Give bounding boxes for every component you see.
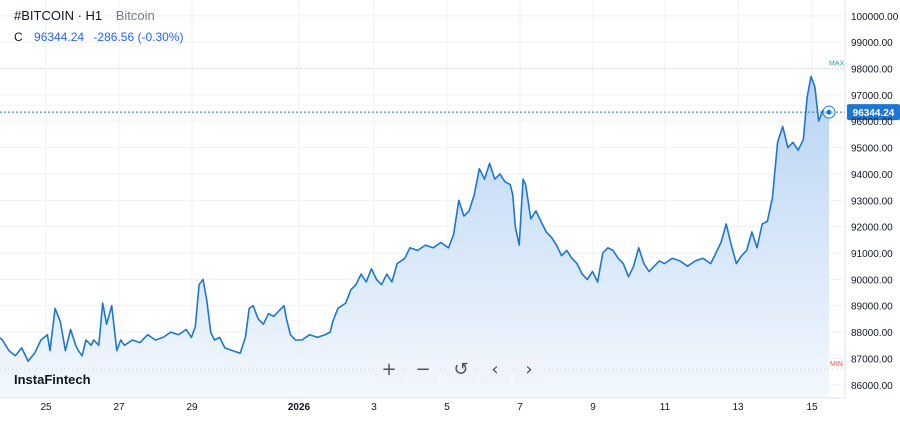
y-tick-label: 88000.00 (851, 328, 893, 339)
max-label: MAX (829, 61, 845, 68)
x-tick-label: 11 (660, 402, 671, 413)
y-tick-label: 100000.00 (851, 12, 899, 23)
y-tick-label: 89000.00 (851, 302, 893, 313)
chart-toolbar: + − ↺ ‹ › (374, 354, 544, 386)
ohlc-line: C 96344.24 -286.56 (-0.30%) (14, 30, 183, 44)
y-tick-label: 90000.00 (851, 275, 893, 286)
symbol-description: Bitcoin (115, 8, 155, 23)
reset-button[interactable]: ↺ (446, 354, 476, 384)
y-tick-label: 92000.00 (851, 223, 893, 234)
x-tick-label: 7 (517, 402, 523, 413)
zoom-out-button[interactable]: − (408, 354, 438, 384)
x-tick-label: 27 (113, 402, 125, 413)
min-label: MIN (830, 361, 843, 368)
y-tick-label: 93000.00 (851, 196, 893, 207)
y-tick-label: 91000.00 (851, 249, 893, 260)
y-tick-label: 99000.00 (851, 38, 893, 49)
scroll-left-button[interactable]: ‹ (480, 354, 510, 384)
y-tick-label: 94000.00 (851, 170, 893, 181)
scroll-right-button[interactable]: › (514, 354, 544, 384)
brand-logo: InstaFintech (14, 372, 91, 387)
zoom-in-button[interactable]: + (374, 354, 404, 384)
close-value: 96344.24 (34, 30, 85, 44)
change-value: -286.56 (-0.30%) (93, 30, 184, 44)
x-tick-label: 9 (590, 402, 596, 413)
price-line (0, 75, 830, 362)
current-price-label: 96344.24 (853, 108, 895, 119)
current-price-tag (847, 104, 900, 121)
y-tick-label: 87000.00 (851, 354, 893, 365)
x-tick-label: 29 (186, 402, 198, 413)
x-tick-label: 3 (371, 402, 377, 413)
x-tick-label: 15 (806, 402, 818, 413)
x-tick-label: 2026 (288, 402, 311, 413)
x-tick-label: 5 (444, 402, 450, 413)
x-tick-label: 13 (732, 402, 744, 413)
y-tick-label: 98000.00 (851, 65, 893, 76)
y-tick-label: 95000.00 (851, 144, 893, 155)
last-point-dot (826, 109, 832, 115)
close-label: C (14, 30, 23, 44)
y-tick-label: 96000.00 (851, 117, 893, 128)
area-fill (0, 76, 829, 398)
chart-header: #BITCOIN · H1 Bitcoin (14, 8, 155, 23)
y-tick-label: 97000.00 (851, 91, 893, 102)
symbol-title: #BITCOIN · H1 (14, 8, 103, 23)
y-tick-label: 86000.00 (851, 381, 893, 392)
x-tick-label: 25 (40, 402, 52, 413)
